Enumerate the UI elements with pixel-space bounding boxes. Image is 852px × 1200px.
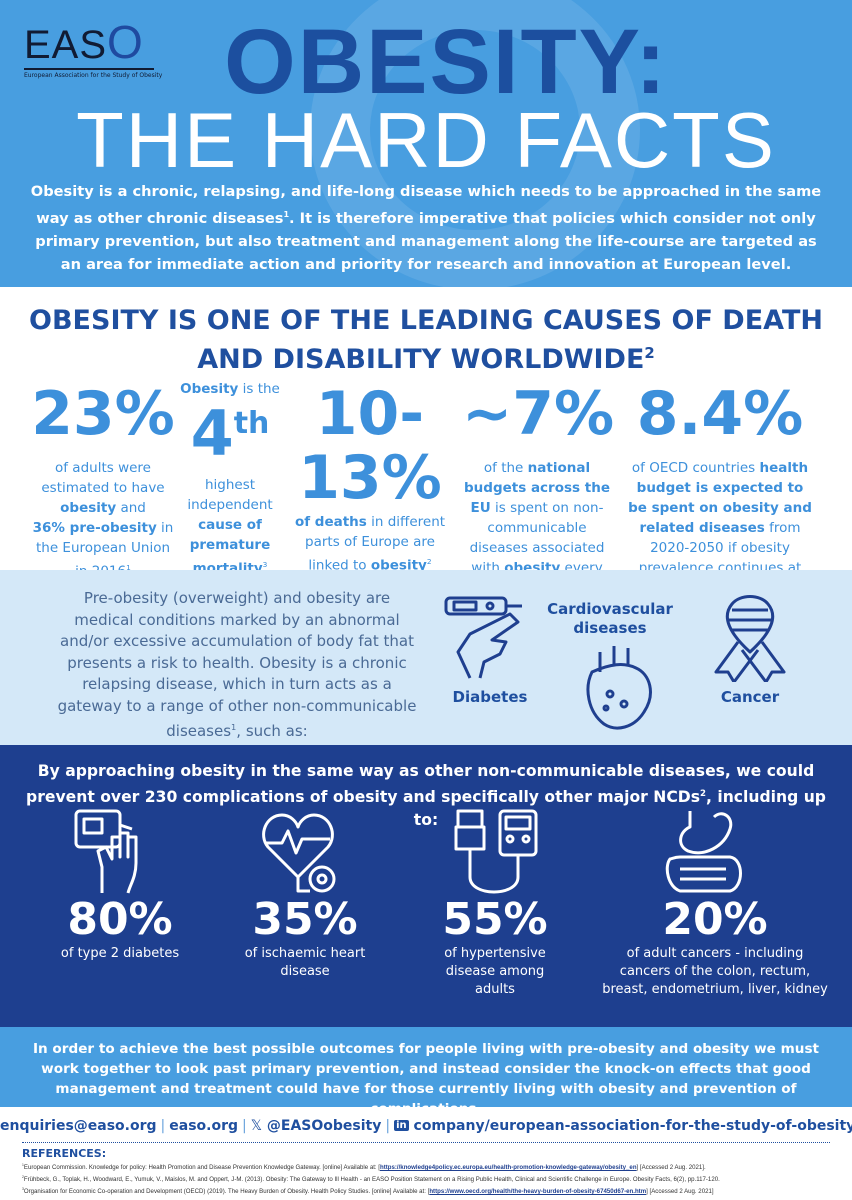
stat-10-13-percent: 10- 13% of deaths in different parts of … <box>294 379 446 574</box>
heart-organ-icon <box>586 646 652 730</box>
email-link[interactable]: enquiries@easo.org <box>0 1118 157 1134</box>
disease-cancer: Cancer <box>720 688 780 706</box>
footer: enquiries@easo.org | easo.org | 𝕏 @EASOobesi… <box>0 1107 852 1200</box>
reference-link[interactable]: https://knowledge4policy.ec.europa.eu/he… <box>380 1164 637 1172</box>
glucose-meter-hand-icon <box>74 809 138 894</box>
complication-cancers: 20% of adult cancers - including cancers … <box>602 894 828 998</box>
complications-section: By approaching obesity in the same way a… <box>0 745 852 1027</box>
x-icon: 𝕏 <box>250 1118 263 1134</box>
reference-link[interactable]: https://www.oecd.org/health/the-heavy-bu… <box>429 1188 647 1196</box>
disease-diabetes: Diabetes <box>452 688 528 706</box>
contact-line: enquiries@easo.org | easo.org | 𝕏 @EASOobesi… <box>0 1118 852 1134</box>
website-link[interactable]: easo.org <box>169 1118 239 1134</box>
stat-7-percent: ~7% of the national budgets across the E… <box>462 379 615 600</box>
references-heading: REFERENCES: <box>22 1147 107 1160</box>
stat-4th: Obesity is the 4th highest independent c… <box>180 381 280 577</box>
digestive-system-icon <box>665 811 742 893</box>
glucose-meter-hand-icon <box>444 596 522 679</box>
reference-2: 2Frühbeck, G., Toplak, H., Woodward, E.,… <box>22 1175 720 1184</box>
divider <box>22 1142 830 1143</box>
complication-diabetes: 80% of type 2 diabetes <box>60 894 180 962</box>
stat-23-percent: 23% of adults were estimated to have obe… <box>31 379 175 580</box>
twitter-link[interactable]: @EASOobesity <box>266 1118 382 1134</box>
title-line2: THE HARD FACTS <box>76 96 776 184</box>
intro-paragraph: Obesity is a chronic, relapsing, and lif… <box>30 183 822 273</box>
conditions-section: Pre-obesity (overweight) and obesity are… <box>0 570 852 745</box>
title-line1: OBESITY: <box>224 11 668 113</box>
easo-logo: EASO European Association for the Study … <box>24 16 163 79</box>
stat-8-4-percent: 8.4% of OECD countries health budget is … <box>628 379 812 600</box>
heart-stethoscope-icon <box>262 813 336 893</box>
conclusion-section: In order to achieve the best possible ou… <box>0 1027 852 1117</box>
logo-subtitle: European Association for the Study of Ob… <box>24 72 163 79</box>
blood-pressure-monitor-icon <box>454 809 538 894</box>
leading-causes-section: OBESITY IS ONE OF THE LEADING CAUSES OF … <box>0 287 852 600</box>
section-heading: OBESITY IS ONE OF THE LEADING CAUSES OF … <box>29 305 823 375</box>
logo-wordmark: EASO <box>24 16 144 68</box>
complication-heart-disease: 35% of ischaemic heart disease <box>244 894 366 980</box>
complication-hypertension: 55% of hypertensive disease among adults <box>442 894 548 998</box>
header: EASO European Association for the Study … <box>0 0 852 287</box>
reference-1: 1European Commission. Knowledge for poli… <box>22 1163 706 1172</box>
disease-cardiovascular: Cardiovascular diseases <box>547 600 673 637</box>
linkedin-icon: in <box>394 1120 409 1131</box>
complications-heading: By approaching obesity in the same way a… <box>26 762 826 830</box>
reference-3: 3Organisation for Economic Co-operation … <box>22 1187 714 1196</box>
conditions-text: Pre-obesity (overweight) and obesity are… <box>57 589 417 740</box>
linkedin-link[interactable]: company/european-association-for-the-stu… <box>413 1118 852 1134</box>
cancer-ribbon-icon <box>714 595 786 682</box>
